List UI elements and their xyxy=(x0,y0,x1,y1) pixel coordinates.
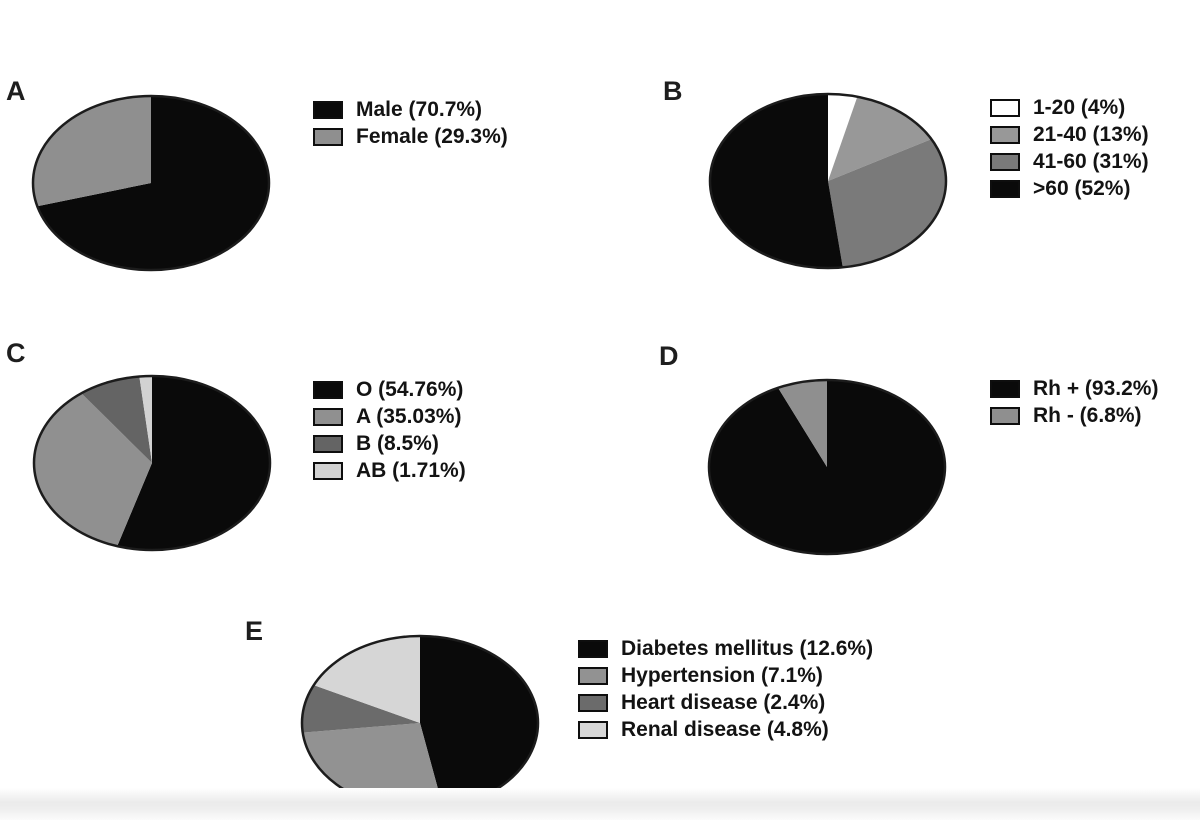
legend-row-rh: Rh + (93.2%) xyxy=(990,375,1158,402)
legend-swatch-ab xyxy=(313,461,343,480)
panel-c-pie-chart xyxy=(32,374,272,552)
pie-slice-b xyxy=(81,376,152,463)
legend-swatch-rh xyxy=(990,379,1020,398)
legend-swatch-diabetes-mellitus xyxy=(578,639,608,658)
pie-slice-60 xyxy=(710,94,843,268)
panel-d-pie-chart xyxy=(707,378,947,556)
legend-row-21-40: 21-40 (13%) xyxy=(990,121,1149,148)
legend-label-rh: Rh - (6.8%) xyxy=(1033,404,1142,427)
legend-row-female: Female (29.3%) xyxy=(313,123,508,150)
legend-label-diabetes-mellitus: Diabetes mellitus (12.6%) xyxy=(621,637,874,660)
legend-row-o: O (54.76%) xyxy=(313,376,466,403)
legend-label-a: A (35.03%) xyxy=(356,405,462,428)
panel-c-legend: O (54.76%) A (35.03%) B (8.5%) AB (1.71%) xyxy=(313,376,466,484)
pie-slice-female xyxy=(33,96,151,207)
pie-slice-41-60 xyxy=(828,139,946,268)
legend-row-b: B (8.5%) xyxy=(313,430,466,457)
pie-slice-o xyxy=(117,376,271,550)
legend-swatch-60 xyxy=(990,179,1020,198)
panel-e-letter: E xyxy=(245,616,264,646)
legend-swatch-b xyxy=(313,434,343,453)
pie-slice-1-20 xyxy=(828,94,858,181)
legend-row-1-20: 1-20 (4%) xyxy=(990,94,1149,121)
legend-label-60: >60 (52%) xyxy=(1033,177,1131,200)
legend-label-41-60: 41-60 (31%) xyxy=(1033,150,1149,173)
bottom-shadow-band xyxy=(0,788,1200,820)
panel-a-letter: A xyxy=(6,76,26,106)
pie-slice-rh xyxy=(778,380,827,467)
panel-a-legend: Male (70.7%) Female (29.3%) xyxy=(313,96,508,150)
pie-slice-ab xyxy=(139,376,152,463)
pie-outline xyxy=(32,374,272,552)
legend-swatch-a xyxy=(313,407,343,426)
legend-swatch-male xyxy=(313,100,343,119)
legend-row-male: Male (70.7%) xyxy=(313,96,508,123)
legend-row-ab: AB (1.71%) xyxy=(313,457,466,484)
legend-row-rh: Rh - (6.8%) xyxy=(990,402,1158,429)
legend-row-heart-disease: Heart disease (2.4%) xyxy=(578,689,873,716)
pie-slice-heart-disease xyxy=(302,685,420,733)
legend-swatch-female xyxy=(313,127,343,146)
legend-row-60: >60 (52%) xyxy=(990,175,1149,202)
panel-a-pie-chart xyxy=(31,94,271,272)
legend-row-hypertension: Hypertension (7.1%) xyxy=(578,662,873,689)
legend-label-ab: AB (1.71%) xyxy=(356,459,466,482)
legend-row-diabetes-mellitus: Diabetes mellitus (12.6%) xyxy=(578,635,873,662)
pie-outline xyxy=(707,378,947,556)
legend-label-renal-disease: Renal disease (4.8%) xyxy=(621,718,829,741)
panel-b-pie-chart xyxy=(708,92,948,270)
legend-swatch-o xyxy=(313,380,343,399)
legend-swatch-1-20 xyxy=(990,98,1020,117)
pie-slice-male xyxy=(37,96,269,270)
panel-d-legend: Rh + (93.2%) Rh - (6.8%) xyxy=(990,375,1158,429)
panel-d-letter: D xyxy=(659,341,679,371)
legend-swatch-heart-disease xyxy=(578,693,608,712)
pie-slice-renal-disease xyxy=(313,636,420,723)
legend-label-o: O (54.76%) xyxy=(356,378,464,401)
pie-slice-21-40 xyxy=(828,96,932,181)
legend-label-b: B (8.5%) xyxy=(356,432,439,455)
legend-swatch-renal-disease xyxy=(578,720,608,739)
legend-swatch-41-60 xyxy=(990,152,1020,171)
legend-label-heart-disease: Heart disease (2.4%) xyxy=(621,691,826,714)
legend-label-21-40: 21-40 (13%) xyxy=(1033,123,1149,146)
panel-c-letter: C xyxy=(6,338,26,368)
legend-swatch-hypertension xyxy=(578,666,608,685)
legend-label-hypertension: Hypertension (7.1%) xyxy=(621,664,823,687)
pie-outline xyxy=(708,92,948,270)
legend-label-1-20: 1-20 (4%) xyxy=(1033,96,1126,119)
panel-b-legend: 1-20 (4%) 21-40 (13%) 41-60 (31%) >60 (52%) xyxy=(990,94,1149,202)
panel-e-legend: Diabetes mellitus (12.6%) Hypertension (7… xyxy=(578,635,873,743)
legend-swatch-rh xyxy=(990,406,1020,425)
legend-row-a: A (35.03%) xyxy=(313,403,466,430)
pie-outline xyxy=(31,94,271,272)
legend-label-female: Female (29.3%) xyxy=(356,125,508,148)
panel-b-letter: B xyxy=(663,76,683,106)
legend-swatch-21-40 xyxy=(990,125,1020,144)
legend-row-renal-disease: Renal disease (4.8%) xyxy=(578,716,873,743)
pie-slice-a xyxy=(33,393,152,547)
legend-label-male: Male (70.7%) xyxy=(356,98,483,121)
pie-slice-diabetes-mellitus xyxy=(420,636,539,809)
legend-label-rh: Rh + (93.2%) xyxy=(1033,377,1159,400)
legend-row-41-60: 41-60 (31%) xyxy=(990,148,1149,175)
